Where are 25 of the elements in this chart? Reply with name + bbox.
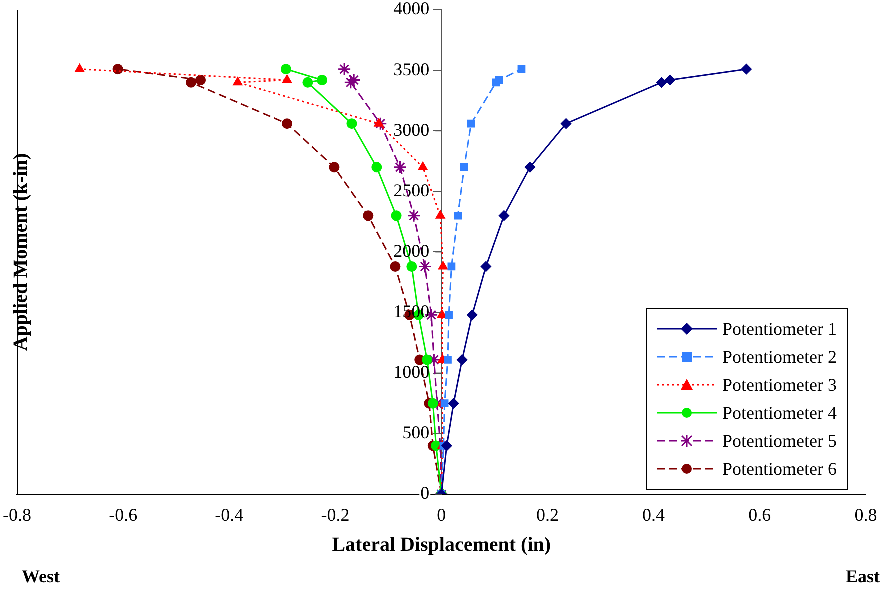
legend-label: Potentiometer 3 xyxy=(722,374,837,396)
legend-label: Potentiometer 5 xyxy=(722,430,837,452)
y-tick-label: 0 xyxy=(420,483,430,504)
y-tick-label: 4000 xyxy=(394,0,430,19)
legend-label: Potentiometer 1 xyxy=(722,318,837,340)
legend-label: Potentiometer 2 xyxy=(722,346,837,368)
y-tick-label: 3000 xyxy=(394,120,430,140)
text: East xyxy=(846,566,880,587)
y-tick-label: 500 xyxy=(402,422,430,443)
x-tick-label: 0.6 xyxy=(748,504,772,525)
x-tick-label: 0.2 xyxy=(536,504,559,525)
x-tick-label: 0.4 xyxy=(642,504,666,525)
x-tick-label: 0.8 xyxy=(854,504,878,525)
y-tick-label: 3500 xyxy=(394,59,430,80)
x-tick-label: -0.4 xyxy=(215,504,244,525)
legend-label: Potentiometer 6 xyxy=(722,458,837,480)
x-axis-title: Lateral Displacement (in) xyxy=(332,534,552,556)
text: West xyxy=(22,566,60,587)
x-tick-label: -0.8 xyxy=(2,504,32,525)
x-tick-label: -0.2 xyxy=(321,504,350,525)
y-tick-label: 2500 xyxy=(394,180,430,200)
legend-label: Potentiometer 4 xyxy=(722,402,837,424)
x-tick-label: 0 xyxy=(437,504,446,525)
x-tick-label: -0.6 xyxy=(109,504,138,525)
y-axis-title: Applied Moment (k-in) xyxy=(10,153,32,352)
